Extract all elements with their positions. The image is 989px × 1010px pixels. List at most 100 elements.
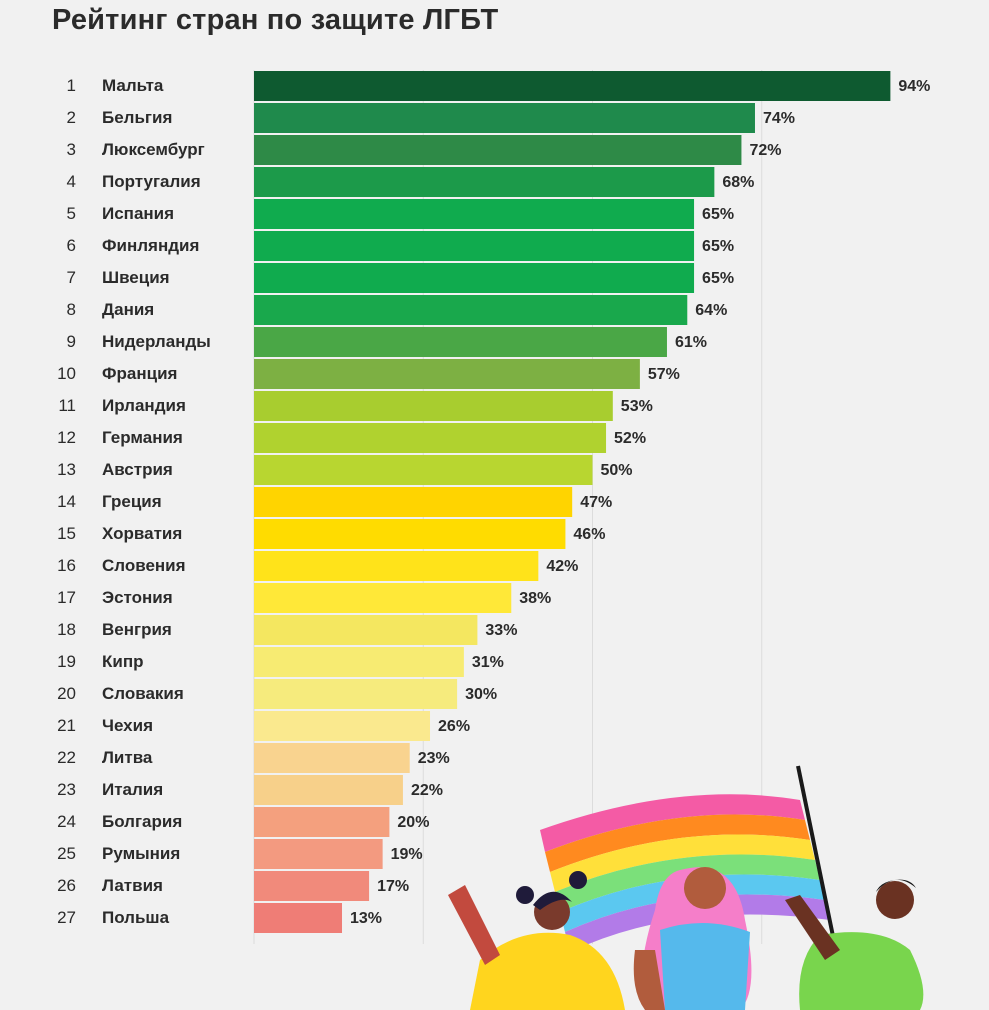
bar [254,519,566,549]
bar [254,807,390,837]
category-label: Дания [102,300,154,319]
value-label: 38% [519,590,551,607]
rank-label: 6 [67,236,76,255]
value-label: 64% [695,302,727,319]
value-label: 74% [763,110,795,127]
bar [254,903,343,933]
bar [254,263,695,293]
bar [254,295,688,325]
value-label: 42% [546,558,578,575]
person-right [785,879,924,1010]
category-label: Мальта [102,76,164,95]
rank-label: 26 [57,876,76,895]
rank-label: 21 [57,716,76,735]
category-label: Испания [102,204,174,223]
value-label: 57% [648,366,680,383]
category-label: Греция [102,492,162,511]
rank-label: 20 [57,684,76,703]
rank-label: 10 [57,364,76,383]
category-label: Австрия [102,460,173,479]
person-middle [633,867,752,1010]
value-label: 23% [418,750,450,767]
value-label: 22% [411,782,443,799]
value-label: 52% [614,430,646,447]
rank-label: 8 [67,300,76,319]
bar [254,871,370,901]
value-label: 17% [377,878,409,895]
value-label: 13% [350,910,382,927]
value-label: 30% [465,686,497,703]
rank-label: 4 [67,172,76,191]
value-label: 19% [391,846,423,863]
rank-label: 5 [67,204,76,223]
value-label: 47% [580,494,612,511]
category-label: Кипр [102,652,143,671]
rank-label: 7 [67,268,76,287]
category-label: Эстония [102,588,173,607]
rank-label: 3 [67,140,76,159]
bar [254,327,667,357]
category-label: Румыния [102,844,180,863]
category-label: Венгрия [102,620,172,639]
value-label: 50% [601,462,633,479]
rank-label: 22 [57,748,76,767]
rank-label: 17 [57,588,76,607]
category-label: Хорватия [102,524,182,543]
rank-label: 15 [57,524,76,543]
rank-label: 19 [57,652,76,671]
value-label: 31% [472,654,504,671]
bar [254,615,478,645]
category-label: Люксембург [102,140,205,159]
value-label: 53% [621,398,653,415]
category-label: Ирландия [102,396,186,415]
bar [254,135,742,165]
value-label: 65% [702,206,734,223]
bar [254,231,695,261]
bar [254,647,464,677]
bar [254,775,403,805]
category-label: Швеция [102,268,170,287]
category-label: Италия [102,780,163,799]
bar [254,839,383,869]
rank-label: 9 [67,332,76,351]
rank-label: 25 [57,844,76,863]
category-label: Германия [102,428,183,447]
bar [254,391,613,421]
value-label: 65% [702,238,734,255]
rank-label: 1 [67,76,76,95]
rank-label: 2 [67,108,76,127]
bar [254,711,431,741]
category-label: Болгария [102,812,182,831]
category-label: Словакия [102,684,184,703]
category-label: Бельгия [102,108,172,127]
bar [254,583,512,613]
value-label: 20% [397,814,429,831]
bar [254,359,640,389]
category-label: Словения [102,556,186,575]
rank-label: 13 [57,460,76,479]
category-label: Чехия [102,716,153,735]
rank-label: 11 [58,396,76,415]
category-label: Нидерланды [102,332,211,351]
category-label: Финляндия [102,236,199,255]
category-label: Литва [102,748,153,767]
rank-label: 23 [57,780,76,799]
rank-label: 27 [57,908,76,927]
rank-label: 18 [57,620,76,639]
value-label: 94% [898,78,930,95]
rank-label: 24 [57,812,76,831]
bar [254,103,755,133]
category-label: Португалия [102,172,201,191]
bar [254,551,539,581]
person-left [448,871,625,1010]
value-label: 65% [702,270,734,287]
pride-flag-people-icon [448,765,924,1010]
bar [254,679,458,709]
category-label: Франция [102,364,177,383]
bar [254,167,715,197]
value-label: 72% [749,142,781,159]
bar [254,455,593,485]
category-label: Латвия [102,876,163,895]
bar [254,199,695,229]
